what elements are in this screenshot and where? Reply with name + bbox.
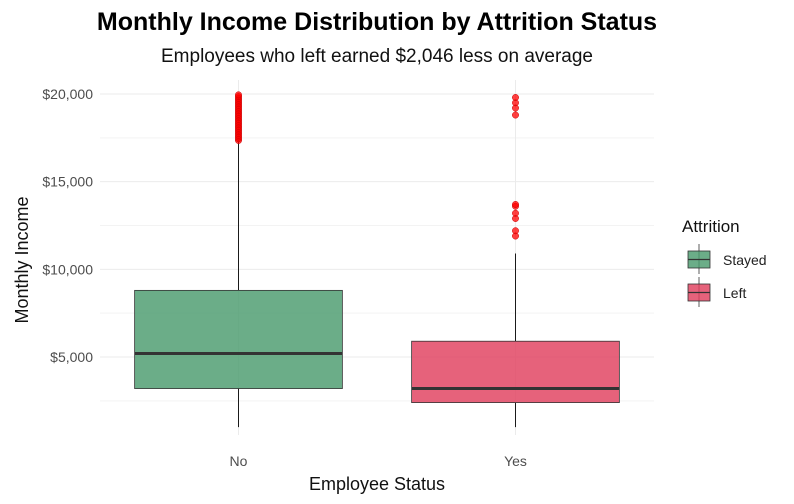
y-tick-label: $20,000 [42, 86, 93, 102]
outlier-point [512, 111, 519, 119]
ticks: $5,000 $10,000 $15,000 $20,000 No Yes [42, 86, 527, 469]
legend-label: Stayed [723, 252, 767, 268]
chart-title: Monthly Income Distribution by Attrition… [97, 8, 657, 36]
x-tick-label: Yes [504, 453, 527, 469]
outlier-point [512, 227, 519, 235]
outlier-point [512, 209, 519, 217]
y-axis-title: Monthly Income [12, 196, 32, 323]
y-tick-label: $10,000 [42, 261, 93, 277]
box-left [411, 94, 620, 428]
legend-item-stayed: Stayed [687, 244, 767, 274]
legend: Attrition Stayed Left [682, 217, 767, 307]
legend-title: Attrition [682, 217, 740, 236]
legend-label: Left [723, 285, 746, 301]
chart-subtitle: Employees who left earned $2,046 less on… [161, 46, 593, 67]
y-tick-label: $15,000 [42, 174, 93, 190]
y-tick-label: $5,000 [50, 349, 93, 365]
outlier-point [512, 94, 519, 101]
iqr-box [134, 289, 343, 389]
outlier-point [512, 201, 519, 208]
legend-item-left: Left [687, 277, 746, 307]
boxes [134, 91, 620, 428]
box-stayed [134, 91, 343, 428]
x-tick-label: No [230, 453, 248, 469]
x-axis-title: Employee Status [309, 474, 445, 494]
iqr-box [411, 340, 620, 403]
outlier-point [235, 91, 242, 99]
